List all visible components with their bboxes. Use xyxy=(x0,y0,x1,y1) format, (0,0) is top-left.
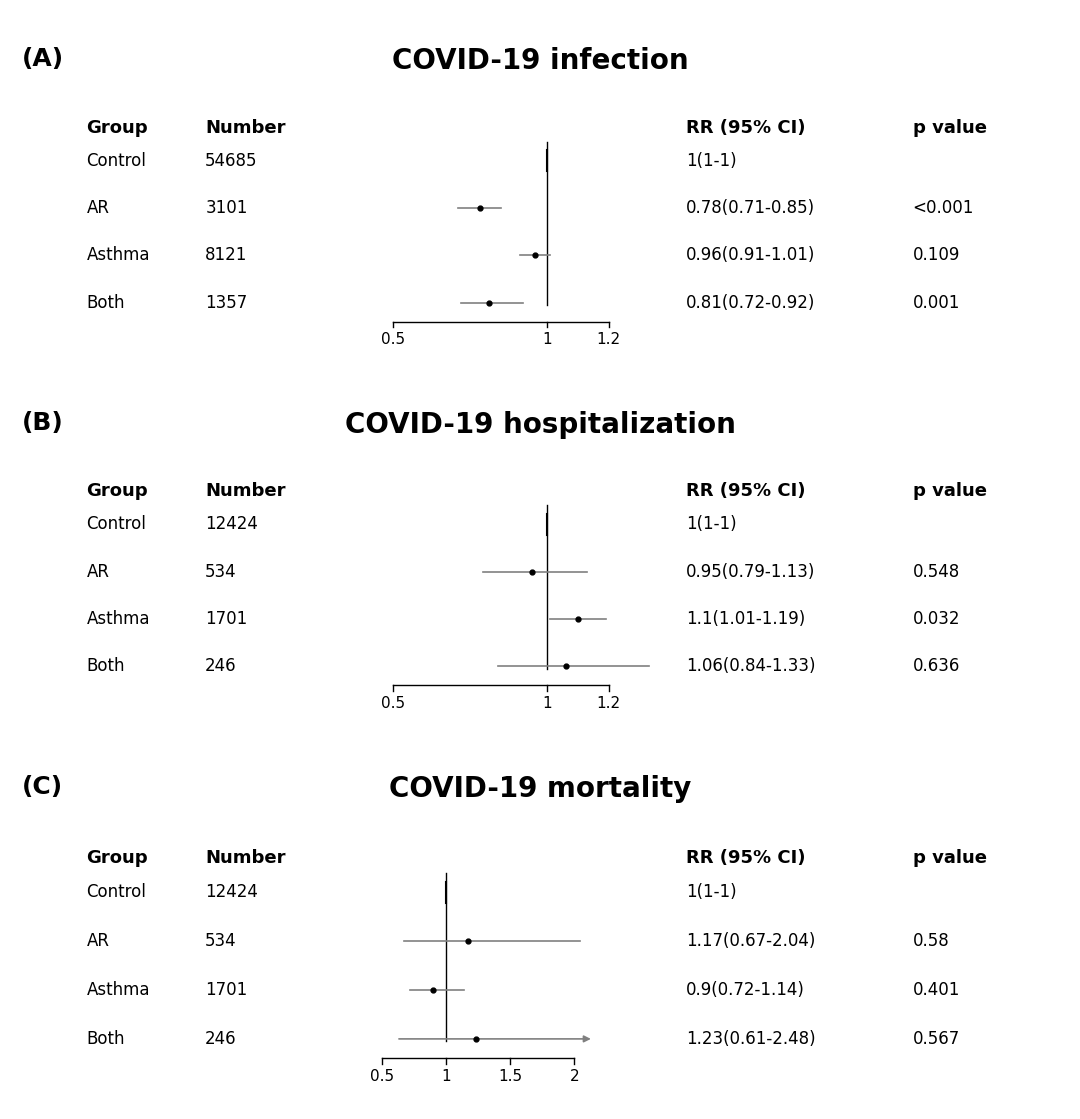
Text: 1: 1 xyxy=(542,332,552,347)
Text: Asthma: Asthma xyxy=(86,981,150,999)
Text: Asthma: Asthma xyxy=(86,246,150,264)
Text: 0.636: 0.636 xyxy=(913,657,960,675)
Text: 0.032: 0.032 xyxy=(913,610,960,628)
Text: AR: AR xyxy=(86,932,109,950)
Text: 1(1-1): 1(1-1) xyxy=(686,152,737,170)
Text: 1: 1 xyxy=(442,1070,451,1084)
Text: 1.1(1.01-1.19): 1.1(1.01-1.19) xyxy=(686,610,805,628)
Text: COVID-19 hospitalization: COVID-19 hospitalization xyxy=(345,411,735,439)
Text: Control: Control xyxy=(86,883,146,901)
Text: Control: Control xyxy=(86,516,146,534)
Text: Group: Group xyxy=(86,482,148,500)
Text: AR: AR xyxy=(86,199,109,217)
Text: <0.001: <0.001 xyxy=(913,199,974,217)
Text: 0.5: 0.5 xyxy=(381,332,405,347)
Text: Both: Both xyxy=(86,657,125,675)
Text: Both: Both xyxy=(86,293,125,311)
Text: 534: 534 xyxy=(205,563,237,581)
Text: 534: 534 xyxy=(205,932,237,950)
Text: 1701: 1701 xyxy=(205,981,247,999)
Text: 1.2: 1.2 xyxy=(597,332,621,347)
Text: Group: Group xyxy=(86,119,148,137)
Text: Group: Group xyxy=(86,849,148,867)
Text: 0.95(0.79-1.13): 0.95(0.79-1.13) xyxy=(686,563,815,581)
Text: 246: 246 xyxy=(205,1029,237,1047)
Text: 0.81(0.72-0.92): 0.81(0.72-0.92) xyxy=(686,293,815,311)
Text: Number: Number xyxy=(205,849,286,867)
Text: 0.548: 0.548 xyxy=(913,563,960,581)
Text: 1(1-1): 1(1-1) xyxy=(686,516,737,534)
Text: COVID-19 infection: COVID-19 infection xyxy=(392,47,688,75)
Text: p value: p value xyxy=(913,119,987,137)
Text: Number: Number xyxy=(205,482,286,500)
Text: p value: p value xyxy=(913,482,987,500)
Text: 0.58: 0.58 xyxy=(913,932,949,950)
Text: 1.06(0.84-1.33): 1.06(0.84-1.33) xyxy=(686,657,815,675)
Text: (B): (B) xyxy=(22,411,64,434)
Text: Both: Both xyxy=(86,1029,125,1047)
Text: RR (95% CI): RR (95% CI) xyxy=(686,849,806,867)
Text: (A): (A) xyxy=(22,47,64,70)
Text: p value: p value xyxy=(913,849,987,867)
Text: 0.78(0.71-0.85): 0.78(0.71-0.85) xyxy=(686,199,815,217)
Text: 1357: 1357 xyxy=(205,293,247,311)
Text: 246: 246 xyxy=(205,657,237,675)
Text: RR (95% CI): RR (95% CI) xyxy=(686,482,806,500)
Text: COVID-19 mortality: COVID-19 mortality xyxy=(389,774,691,802)
Text: 0.001: 0.001 xyxy=(913,293,960,311)
Text: Asthma: Asthma xyxy=(86,610,150,628)
Text: 0.5: 0.5 xyxy=(381,696,405,711)
Text: 12424: 12424 xyxy=(205,516,258,534)
Text: AR: AR xyxy=(86,563,109,581)
Text: 1701: 1701 xyxy=(205,610,247,628)
Text: 8121: 8121 xyxy=(205,246,247,264)
Text: 2: 2 xyxy=(569,1070,579,1084)
Text: Control: Control xyxy=(86,152,146,170)
Text: 1(1-1): 1(1-1) xyxy=(686,883,737,901)
Text: 0.401: 0.401 xyxy=(913,981,960,999)
Text: 1: 1 xyxy=(542,696,552,711)
Text: 1.17(0.67-2.04): 1.17(0.67-2.04) xyxy=(686,932,815,950)
Text: 3101: 3101 xyxy=(205,199,247,217)
Text: (C): (C) xyxy=(22,774,63,799)
Text: 1.2: 1.2 xyxy=(597,696,621,711)
Text: 1.23(0.61-2.48): 1.23(0.61-2.48) xyxy=(686,1029,815,1047)
Text: RR (95% CI): RR (95% CI) xyxy=(686,119,806,137)
Text: 1.5: 1.5 xyxy=(498,1070,523,1084)
Text: 54685: 54685 xyxy=(205,152,258,170)
Text: 0.9(0.72-1.14): 0.9(0.72-1.14) xyxy=(686,981,805,999)
Text: 0.96(0.91-1.01): 0.96(0.91-1.01) xyxy=(686,246,815,264)
Text: 0.5: 0.5 xyxy=(370,1070,394,1084)
Text: 0.567: 0.567 xyxy=(913,1029,960,1047)
Text: 0.109: 0.109 xyxy=(913,246,960,264)
Text: Number: Number xyxy=(205,119,286,137)
Text: 12424: 12424 xyxy=(205,883,258,901)
